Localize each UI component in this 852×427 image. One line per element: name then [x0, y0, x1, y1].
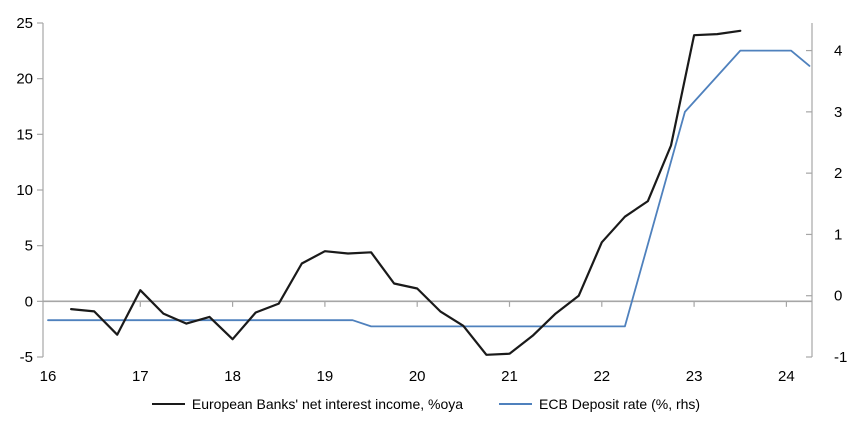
legend-label-ecb: ECB Deposit rate (%, rhs) [539, 396, 701, 412]
left-axis-tick-label: 5 [25, 238, 33, 255]
legend-line-sample-ecb [499, 403, 533, 405]
right-axis-tick-label: 0 [834, 288, 842, 305]
right-axis-tick-label: 3 [834, 104, 842, 121]
legend-item-nii: European Banks' net interest income, %oy… [151, 396, 464, 412]
x-axis-tick-label: 24 [778, 368, 795, 385]
x-axis-tick-label: 22 [593, 368, 610, 385]
left-axis-tick-label: 25 [16, 15, 33, 32]
chart-legend: European Banks' net interest income, %oy… [0, 396, 852, 412]
right-axis-tick-label: -1 [834, 349, 847, 366]
left-axis-tick-label: -5 [20, 349, 33, 366]
x-axis-tick-label: 17 [132, 368, 149, 385]
x-axis-tick-label: 23 [686, 368, 703, 385]
right-axis-tick-label: 1 [834, 226, 842, 243]
nii-line [69, 29, 742, 356]
right-axis-tick-label: 4 [834, 43, 842, 60]
right-axis-tick-label: 2 [834, 165, 842, 182]
x-axis-tick-label: 19 [317, 368, 334, 385]
x-axis-tick-label: 16 [40, 368, 57, 385]
legend-label-nii: European Banks' net interest income, %oy… [191, 396, 464, 412]
left-axis-tick-label: 10 [16, 182, 33, 199]
legend-line-sample-nii [151, 403, 185, 405]
left-axis-tick-label: 0 [25, 293, 33, 310]
x-axis-tick-label: 20 [409, 368, 426, 385]
x-axis-tick-label: 18 [224, 368, 241, 385]
left-axis-tick-label: 20 [16, 71, 33, 88]
ecb-deposit-rate-line [47, 49, 811, 328]
left-axis-tick-label: 15 [16, 126, 33, 143]
x-axis-tick-label: 21 [501, 368, 518, 385]
legend-item-ecb-deposit-rate: ECB Deposit rate (%, rhs) [499, 396, 700, 412]
